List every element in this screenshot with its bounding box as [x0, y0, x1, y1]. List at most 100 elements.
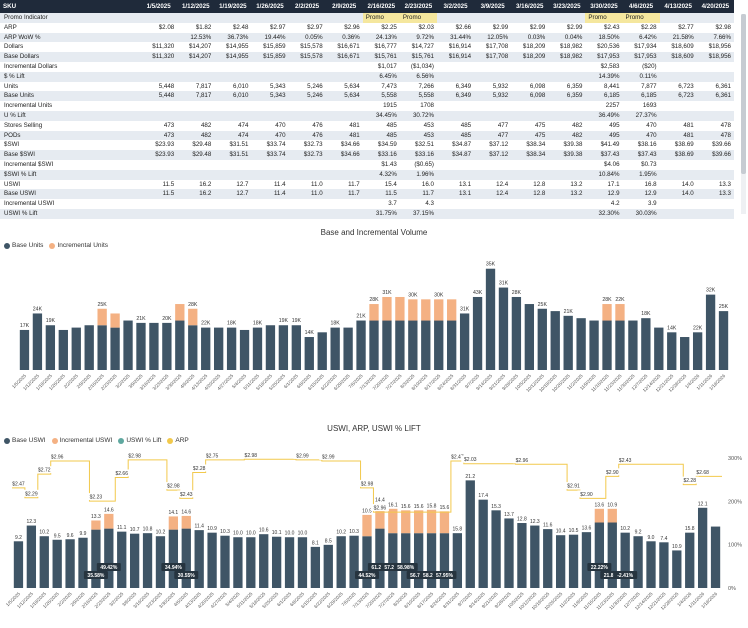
incremental-uswi-bar[interactable]: [181, 515, 191, 529]
base-units-bar[interactable]: [188, 325, 198, 370]
base-units-bar[interactable]: [45, 325, 56, 370]
base-uswi-bar[interactable]: [142, 533, 153, 588]
base-uswi-bar[interactable]: [646, 541, 656, 588]
base-uswi-bar[interactable]: [465, 480, 475, 588]
base-units-bar[interactable]: [356, 320, 366, 370]
base-units-bar[interactable]: [123, 320, 133, 370]
incremental-units-bar[interactable]: [369, 304, 379, 321]
legend-incremental-uswi[interactable]: Incremental USWI: [51, 437, 112, 444]
base-units-bar[interactable]: [718, 311, 729, 370]
base-uswi-bar[interactable]: [207, 532, 217, 588]
base-uswi-bar[interactable]: [26, 525, 37, 588]
base-units-bar[interactable]: [395, 320, 405, 370]
incremental-units-bar[interactable]: [175, 304, 185, 321]
base-units-bar[interactable]: [369, 320, 379, 370]
column-header-week[interactable]: 2/9/2025: [325, 0, 363, 13]
arp-line[interactable]: [12, 458, 722, 513]
base-units-bar[interactable]: [136, 322, 146, 370]
base-uswi-bar[interactable]: [181, 528, 191, 588]
base-uswi-bar[interactable]: [710, 526, 721, 588]
base-uswi-bar[interactable]: [452, 533, 463, 588]
base-uswi-bar[interactable]: [633, 536, 643, 588]
base-units-bar[interactable]: [278, 325, 289, 370]
base-units-bar[interactable]: [472, 296, 483, 370]
base-uswi-bar[interactable]: [659, 542, 669, 588]
base-uswi-bar[interactable]: [78, 537, 88, 588]
column-header-week[interactable]: 3/9/2025: [474, 0, 512, 13]
base-uswi-bar[interactable]: [672, 550, 682, 588]
base-uswi-bar[interactable]: [168, 529, 179, 588]
incremental-units-bar[interactable]: [434, 299, 444, 321]
base-uswi-bar[interactable]: [91, 529, 101, 588]
incremental-units-bar[interactable]: [110, 313, 120, 328]
incremental-uswi-bar[interactable]: [168, 516, 179, 530]
base-uswi-bar[interactable]: [52, 539, 62, 588]
base-units-bar[interactable]: [343, 327, 353, 370]
base-uswi-bar[interactable]: [478, 499, 488, 588]
base-uswi-bar[interactable]: [259, 534, 269, 588]
base-uswi-bar[interactable]: [310, 546, 321, 588]
base-uswi-bar[interactable]: [233, 537, 243, 588]
base-units-bar[interactable]: [641, 318, 651, 370]
legend-arp[interactable]: ARP: [167, 437, 189, 444]
base-uswi-bar[interactable]: [388, 533, 398, 588]
column-header-week[interactable]: 4/6/2025: [622, 0, 660, 13]
base-uswi-bar[interactable]: [362, 536, 372, 588]
base-units-bar[interactable]: [537, 308, 547, 370]
legend-uswi-lift[interactable]: USWI % Lift: [118, 437, 161, 444]
base-uswi-bar[interactable]: [426, 533, 437, 588]
incremental-uswi-bar[interactable]: [413, 510, 424, 534]
incremental-uswi-bar[interactable]: [426, 509, 437, 534]
column-header-week[interactable]: 1/26/2025: [251, 0, 289, 13]
base-units-bar[interactable]: [265, 325, 276, 370]
incremental-units-bar[interactable]: [97, 308, 107, 326]
base-units-bar[interactable]: [421, 320, 431, 370]
base-units-bar[interactable]: [563, 315, 573, 370]
incremental-units-bar[interactable]: [188, 308, 198, 326]
base-units-bar[interactable]: [667, 332, 677, 370]
base-uswi-bar[interactable]: [39, 536, 49, 588]
base-uswi-bar[interactable]: [568, 534, 579, 588]
base-uswi-bar[interactable]: [517, 523, 527, 588]
base-units-bar[interactable]: [291, 325, 301, 370]
base-units-bar[interactable]: [58, 329, 68, 370]
column-header-week[interactable]: 2/2/2025: [288, 0, 326, 13]
column-header-week[interactable]: 1/12/2025: [177, 0, 215, 13]
base-uswi-bar[interactable]: [685, 532, 695, 588]
incremental-uswi-bar[interactable]: [594, 508, 605, 523]
incremental-uswi-bar[interactable]: [104, 513, 114, 529]
column-header-week[interactable]: 2/23/2025: [399, 0, 437, 13]
base-uswi-bar[interactable]: [155, 536, 166, 588]
base-units-bar[interactable]: [317, 332, 327, 370]
base-units-bar[interactable]: [511, 296, 522, 370]
base-uswi-bar[interactable]: [607, 522, 617, 588]
base-units-bar[interactable]: [175, 320, 185, 370]
base-uswi-bar[interactable]: [530, 525, 540, 588]
column-header-week[interactable]: 3/23/2025: [548, 0, 586, 13]
base-units-bar[interactable]: [330, 327, 340, 370]
incremental-uswi-bar[interactable]: [439, 511, 450, 534]
base-uswi-bar[interactable]: [271, 536, 282, 588]
base-uswi-bar[interactable]: [65, 539, 75, 588]
base-units-bar[interactable]: [654, 327, 664, 370]
base-units-bar[interactable]: [19, 329, 30, 370]
base-uswi-bar[interactable]: [284, 537, 295, 588]
base-units-bar[interactable]: [434, 320, 444, 370]
base-uswi-bar[interactable]: [620, 532, 630, 588]
scrollbar-thumb[interactable]: [741, 14, 746, 174]
incremental-units-bar[interactable]: [421, 299, 431, 321]
base-uswi-bar[interactable]: [581, 532, 592, 588]
base-units-bar[interactable]: [550, 311, 560, 370]
column-header-sku[interactable]: SKU: [0, 0, 141, 13]
column-header-week[interactable]: 2/16/2025: [362, 0, 400, 13]
base-units-bar[interactable]: [628, 320, 638, 370]
base-units-bar[interactable]: [705, 294, 716, 370]
table-scrollbar[interactable]: [741, 14, 746, 214]
incremental-uswi-bar[interactable]: [388, 508, 398, 534]
base-units-bar[interactable]: [32, 313, 43, 370]
base-units-bar[interactable]: [149, 322, 159, 370]
base-units-bar[interactable]: [97, 325, 107, 370]
base-uswi-bar[interactable]: [697, 507, 708, 588]
column-header-week[interactable]: 1/19/2025: [214, 0, 252, 13]
base-uswi-bar[interactable]: [104, 528, 114, 588]
